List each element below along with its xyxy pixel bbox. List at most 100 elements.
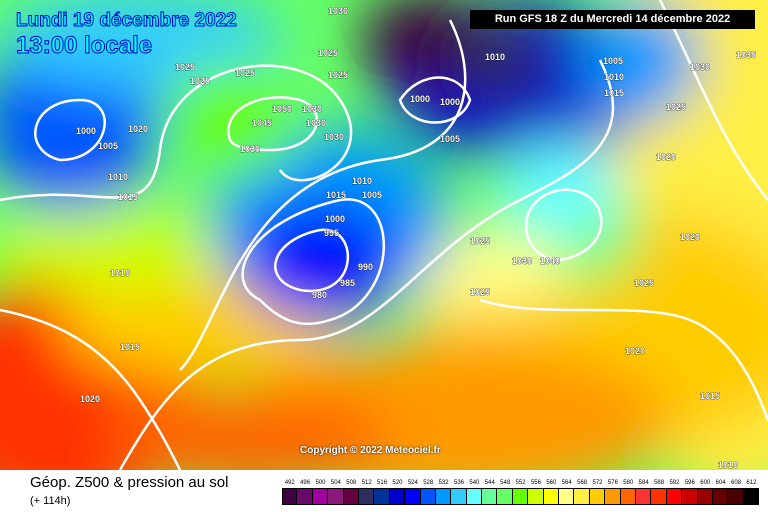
legend-cell: 500 <box>312 479 329 505</box>
legend-swatch <box>358 488 375 505</box>
legend-swatch <box>466 488 483 505</box>
isobar-label: 980 <box>312 290 327 300</box>
legend-cell: 576 <box>605 479 621 505</box>
legend-swatch <box>451 488 467 505</box>
legend-tick: 524 <box>407 480 418 486</box>
legend-tick: 540 <box>469 480 480 486</box>
legend-cell: 504 <box>328 479 344 505</box>
legend-cell: 592 <box>666 479 683 505</box>
isobar-label: 1005 <box>440 134 460 144</box>
isobar-label: 1025 <box>235 68 255 78</box>
weather-map: 1030 1025 1025 1025 1025 1025 1020 1000 1005 1010… <box>0 0 768 470</box>
forecast-time: 13:00 locale <box>15 32 153 59</box>
legend-swatch <box>482 488 498 505</box>
isobar-label: 1010 <box>718 460 738 470</box>
legend-swatch <box>697 488 713 505</box>
legend-swatch <box>605 488 621 505</box>
isobar-label: 1025 <box>190 76 210 86</box>
legend-cell: 600 <box>697 479 713 505</box>
isobar-label: 1000 <box>410 94 430 104</box>
legend-tick: 528 <box>423 480 434 486</box>
legend-swatch <box>543 488 560 505</box>
isobar-label: 1015 <box>604 88 624 98</box>
isobar-label: 1005 <box>603 56 623 66</box>
isobar-label: 1015 <box>700 391 720 401</box>
legend-tick: 536 <box>453 480 464 486</box>
legend-swatch <box>282 488 298 505</box>
legend-cell: 596 <box>682 479 698 505</box>
isobar-label: 1030 <box>306 118 326 128</box>
copyright: Copyright © 2022 Meteociel.fr <box>300 445 441 456</box>
legend-tick: 512 <box>361 480 372 486</box>
isobar-label: 1020 <box>80 394 100 404</box>
legend-tick: 568 <box>577 480 588 486</box>
isobar-label: 1000 <box>76 126 96 136</box>
isobar-label: 1025 <box>470 236 490 246</box>
run-info: Run GFS 18 Z du Mercredi 14 décembre 202… <box>470 10 755 29</box>
legend-swatch <box>435 488 452 505</box>
legend-cell: 568 <box>574 479 590 505</box>
legend-tick: 612 <box>746 480 757 486</box>
legend-tick: 600 <box>700 480 711 486</box>
isobar-label: 1020 <box>680 232 700 242</box>
isobar-label: 1010 <box>352 176 372 186</box>
legend-tick: 504 <box>330 480 341 486</box>
legend-tick: 520 <box>392 480 403 486</box>
legend-cell: 560 <box>543 479 560 505</box>
legend-cell: 496 <box>297 479 313 505</box>
legend-cell: 528 <box>420 479 436 505</box>
legend-tick: 556 <box>530 480 541 486</box>
isobar-label: 1000 <box>440 97 460 107</box>
legend-tick: 564 <box>561 480 572 486</box>
legend-swatch <box>405 488 421 505</box>
legend-tick: 596 <box>684 480 695 486</box>
legend-tick: 508 <box>346 480 357 486</box>
legend-cell: 532 <box>435 479 452 505</box>
forecast-lead: (+ 114h) <box>30 495 71 507</box>
legend-swatch <box>574 488 590 505</box>
legend-swatch <box>497 488 513 505</box>
isobar-label: 1020 <box>128 124 148 134</box>
legend-swatch <box>528 488 544 505</box>
legend-swatch <box>374 488 390 505</box>
legend-cell: 536 <box>451 479 467 505</box>
legend-tick: 560 <box>546 480 557 486</box>
isobar-label: 1030 <box>302 104 322 114</box>
legend-swatch <box>666 488 683 505</box>
legend-tick: 496 <box>300 480 311 486</box>
isobar-label: 1015 <box>118 192 138 202</box>
legend-cell: 608 <box>728 479 744 505</box>
legend-cell: 580 <box>620 479 636 505</box>
legend-swatch <box>389 488 406 505</box>
legend-swatch <box>728 488 744 505</box>
legend-tick: 532 <box>438 480 449 486</box>
isobar-label: 1015 <box>120 342 140 352</box>
legend-swatch <box>635 488 652 505</box>
legend-swatch <box>682 488 698 505</box>
legend-swatch <box>328 488 344 505</box>
legend-swatch <box>297 488 313 505</box>
legend-tick: 608 <box>731 480 742 486</box>
isobars <box>0 0 768 470</box>
legend-cell: 564 <box>559 479 575 505</box>
isobar-label: 1030 <box>690 62 710 72</box>
isobar-label: 995 <box>324 228 339 238</box>
legend-swatch <box>343 488 359 505</box>
forecast-date: Lundi 19 décembre 2022 <box>16 10 238 32</box>
legend-tick: 552 <box>515 480 526 486</box>
legend-tick: 548 <box>500 480 511 486</box>
legend-swatch <box>512 488 529 505</box>
legend-tick: 580 <box>623 480 634 486</box>
legend-cell: 516 <box>374 479 390 505</box>
isobar-label: 1025 <box>175 62 195 72</box>
legend-cell: 544 <box>482 479 498 505</box>
isobar-label: 1010 <box>604 72 624 82</box>
legend-cell: 512 <box>358 479 375 505</box>
legend-tick: 588 <box>654 480 665 486</box>
isobar-label: 1020 <box>656 152 676 162</box>
legend-tick: 500 <box>315 480 326 486</box>
legend-swatch <box>589 488 606 505</box>
legend-tick: 604 <box>715 480 726 486</box>
isobar-label: 1045 <box>252 118 272 128</box>
legend-cell: 508 <box>343 479 359 505</box>
